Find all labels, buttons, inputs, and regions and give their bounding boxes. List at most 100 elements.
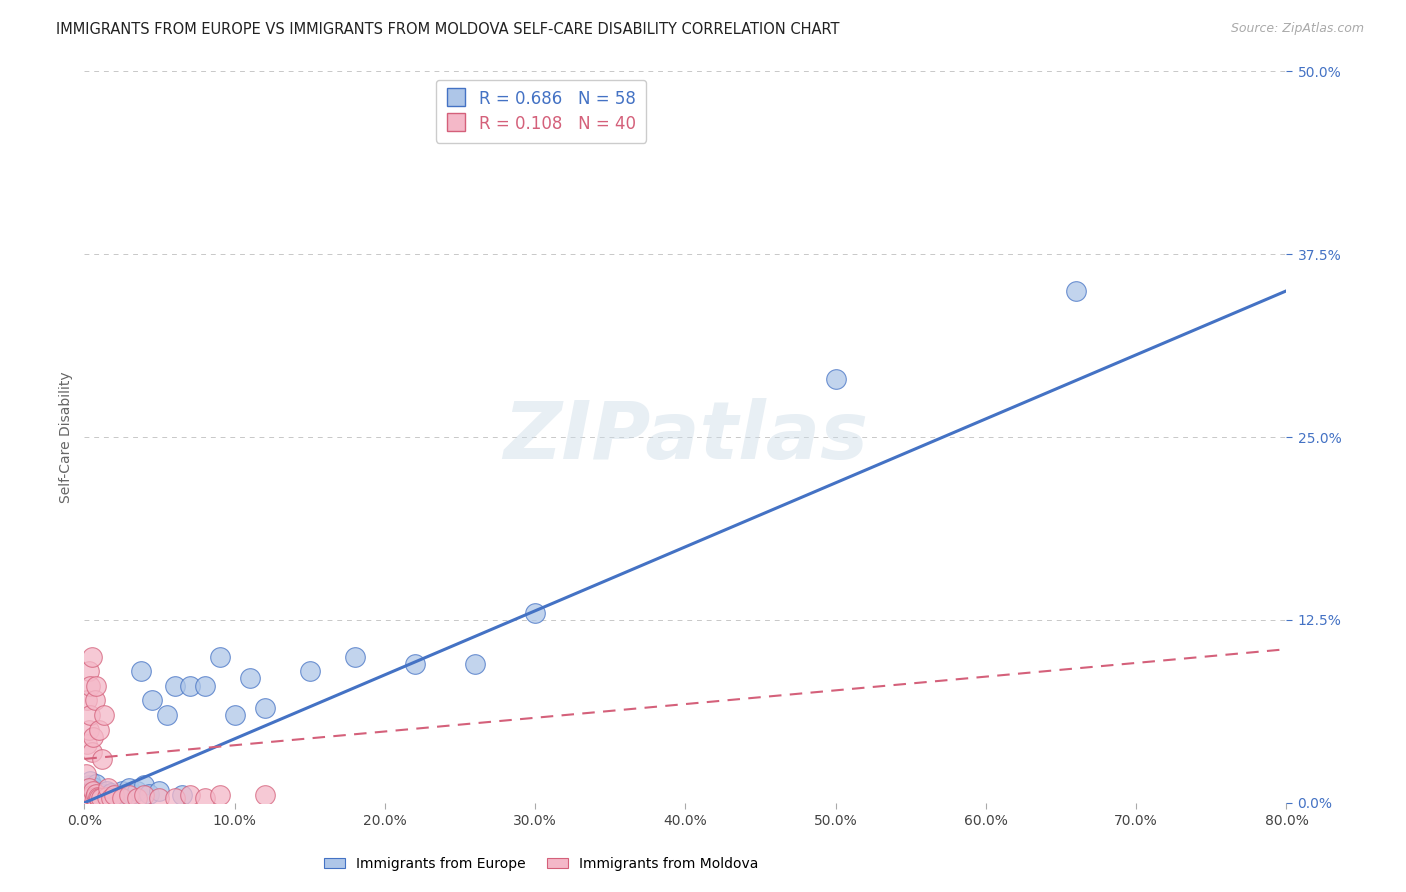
Point (163, 791, 186, 805)
Point (118, 789, 141, 803)
Point (75, 766, 97, 780)
Point (141, 693, 163, 707)
Text: IMMIGRANTS FROM EUROPE VS IMMIGRANTS FROM MOLDOVA SELF-CARE DISABILITY CORRELATI: IMMIGRANTS FROM EUROPE VS IMMIGRANTS FRO… (56, 22, 839, 37)
Point (76, 737, 98, 751)
Point (76, 781, 98, 796)
Point (75, 789, 97, 803)
Point (125, 784, 148, 798)
Text: Source: ZipAtlas.com: Source: ZipAtlas.com (1230, 22, 1364, 36)
Point (253, 700, 276, 714)
Point (134, 778, 156, 792)
Point (80, 789, 103, 803)
Point (86, 679, 108, 693)
Point (89, 791, 111, 805)
Point (148, 791, 170, 805)
Point (170, 789, 193, 803)
Point (156, 708, 179, 723)
Point (524, 606, 547, 620)
Y-axis label: Self-Care Disability: Self-Care Disability (59, 371, 73, 503)
Point (89, 723, 111, 737)
Point (103, 789, 125, 803)
Point (98, 791, 121, 805)
Point (89, 786, 111, 800)
Point (239, 672, 262, 686)
Point (86, 787, 108, 801)
Point (80, 745, 103, 759)
Point (82, 784, 104, 798)
Point (77, 787, 100, 801)
Point (163, 679, 186, 693)
Point (121, 787, 143, 801)
Point (343, 649, 366, 664)
Point (77, 789, 100, 804)
Point (91, 789, 114, 804)
Point (82, 730, 104, 744)
Point (179, 679, 201, 693)
Point (1064, 284, 1087, 298)
Point (100, 791, 122, 805)
Point (148, 784, 170, 798)
Point (82, 780, 104, 794)
Point (75, 784, 97, 798)
Point (107, 789, 129, 804)
Point (194, 679, 217, 693)
Point (134, 789, 156, 803)
Point (208, 789, 231, 803)
Point (80, 789, 103, 803)
Point (93, 708, 115, 723)
Point (87, 789, 110, 804)
Point (404, 657, 426, 671)
Point (96, 784, 118, 798)
Point (83, 791, 105, 805)
Point (91, 752, 114, 766)
Point (79, 708, 101, 723)
Point (208, 649, 231, 664)
Point (79, 773, 101, 788)
Point (90, 789, 112, 803)
Point (76, 693, 98, 707)
Point (79, 791, 101, 805)
Point (80, 782, 103, 797)
Point (86, 777, 108, 791)
Point (75, 789, 97, 803)
Point (224, 708, 246, 723)
Point (111, 791, 134, 805)
Point (138, 787, 160, 801)
Point (86, 789, 108, 803)
Point (83, 693, 105, 707)
Point (298, 664, 321, 678)
Point (90, 791, 112, 805)
Point (97, 781, 120, 796)
Point (87, 789, 110, 804)
Point (824, 371, 846, 385)
Point (93, 787, 115, 801)
Legend: Immigrants from Europe, Immigrants from Moldova: Immigrants from Europe, Immigrants from … (319, 851, 763, 876)
Point (179, 789, 201, 803)
Point (103, 789, 125, 803)
Point (89, 791, 111, 805)
Point (125, 791, 148, 805)
Point (80, 649, 103, 664)
Point (77, 664, 100, 678)
Point (83, 789, 105, 804)
Point (114, 789, 136, 803)
Point (194, 791, 217, 805)
Point (79, 791, 101, 805)
Point (77, 778, 100, 792)
Point (82, 789, 104, 804)
Point (79, 679, 101, 693)
Point (111, 784, 134, 798)
Point (131, 664, 153, 678)
Point (100, 786, 122, 800)
Point (464, 657, 486, 671)
Point (76, 791, 98, 805)
Point (76, 791, 98, 805)
Point (110, 787, 132, 801)
Point (80, 793, 103, 807)
Point (77, 781, 100, 796)
Point (83, 784, 105, 798)
Point (96, 789, 118, 804)
Point (97, 789, 120, 803)
Point (77, 723, 100, 737)
Text: ZIPatlas: ZIPatlas (503, 398, 868, 476)
